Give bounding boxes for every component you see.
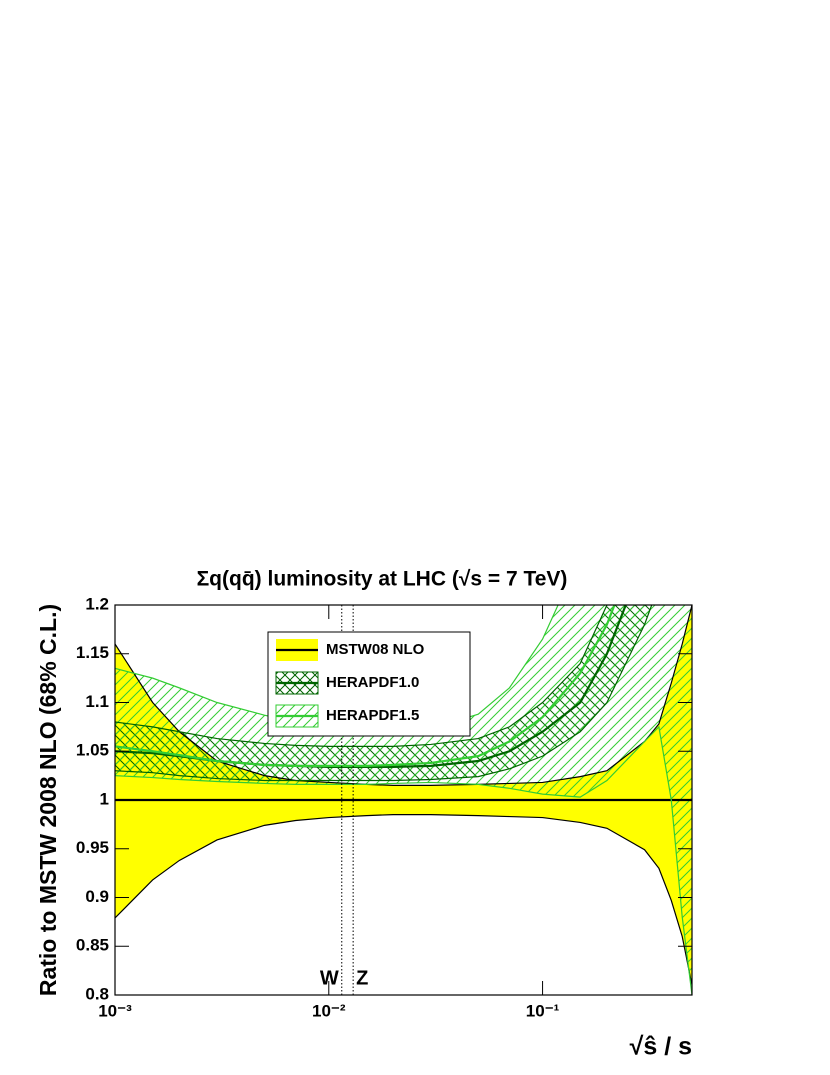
chart-title: Σq(qq̄) luminosity at LHC (√s = 7 TeV): [197, 568, 568, 591]
annotation: Z: [356, 967, 368, 989]
legend-label: HERAPDF1.0: [326, 674, 419, 691]
x-axis-label: √ŝ / s: [630, 1033, 692, 1061]
legend-label: HERAPDF1.5: [326, 707, 419, 724]
legend: MSTW08 NLO HERAPDF1.0 HERAPDF1.5: [267, 631, 471, 737]
x-tick-label: 10⁻³: [98, 1001, 132, 1020]
x-tick-label: 10⁻¹: [526, 1001, 560, 1020]
band-edge: [115, 725, 692, 995]
y-tick-label: 1.1: [85, 692, 109, 711]
legend-label: MSTW08 NLO: [326, 641, 425, 658]
y-tick-label: 0.95: [76, 838, 109, 857]
central-line: [115, 605, 616, 767]
annotation: W: [320, 967, 339, 989]
y-axis-label: Ratio to MSTW 2008 NLO (68% C.L.): [35, 604, 61, 996]
y-tick-label: 1: [100, 789, 109, 808]
band-edge: [115, 605, 608, 747]
band-edge: [115, 814, 692, 986]
y-tick-label: 0.9: [85, 887, 109, 906]
x-tick-label: 10⁻²: [312, 1001, 346, 1020]
band: [115, 605, 692, 995]
y-tick-label: 0.85: [76, 936, 109, 955]
y-tick-label: 1.15: [76, 643, 109, 662]
band-edge: [115, 605, 653, 782]
y-tick-label: 0.8: [85, 984, 109, 1003]
y-tick-label: 1.2: [85, 594, 109, 613]
band: [115, 605, 692, 986]
band-edge: [115, 605, 692, 786]
y-tick-label: 1.05: [76, 741, 109, 760]
plot-area: [115, 605, 692, 995]
